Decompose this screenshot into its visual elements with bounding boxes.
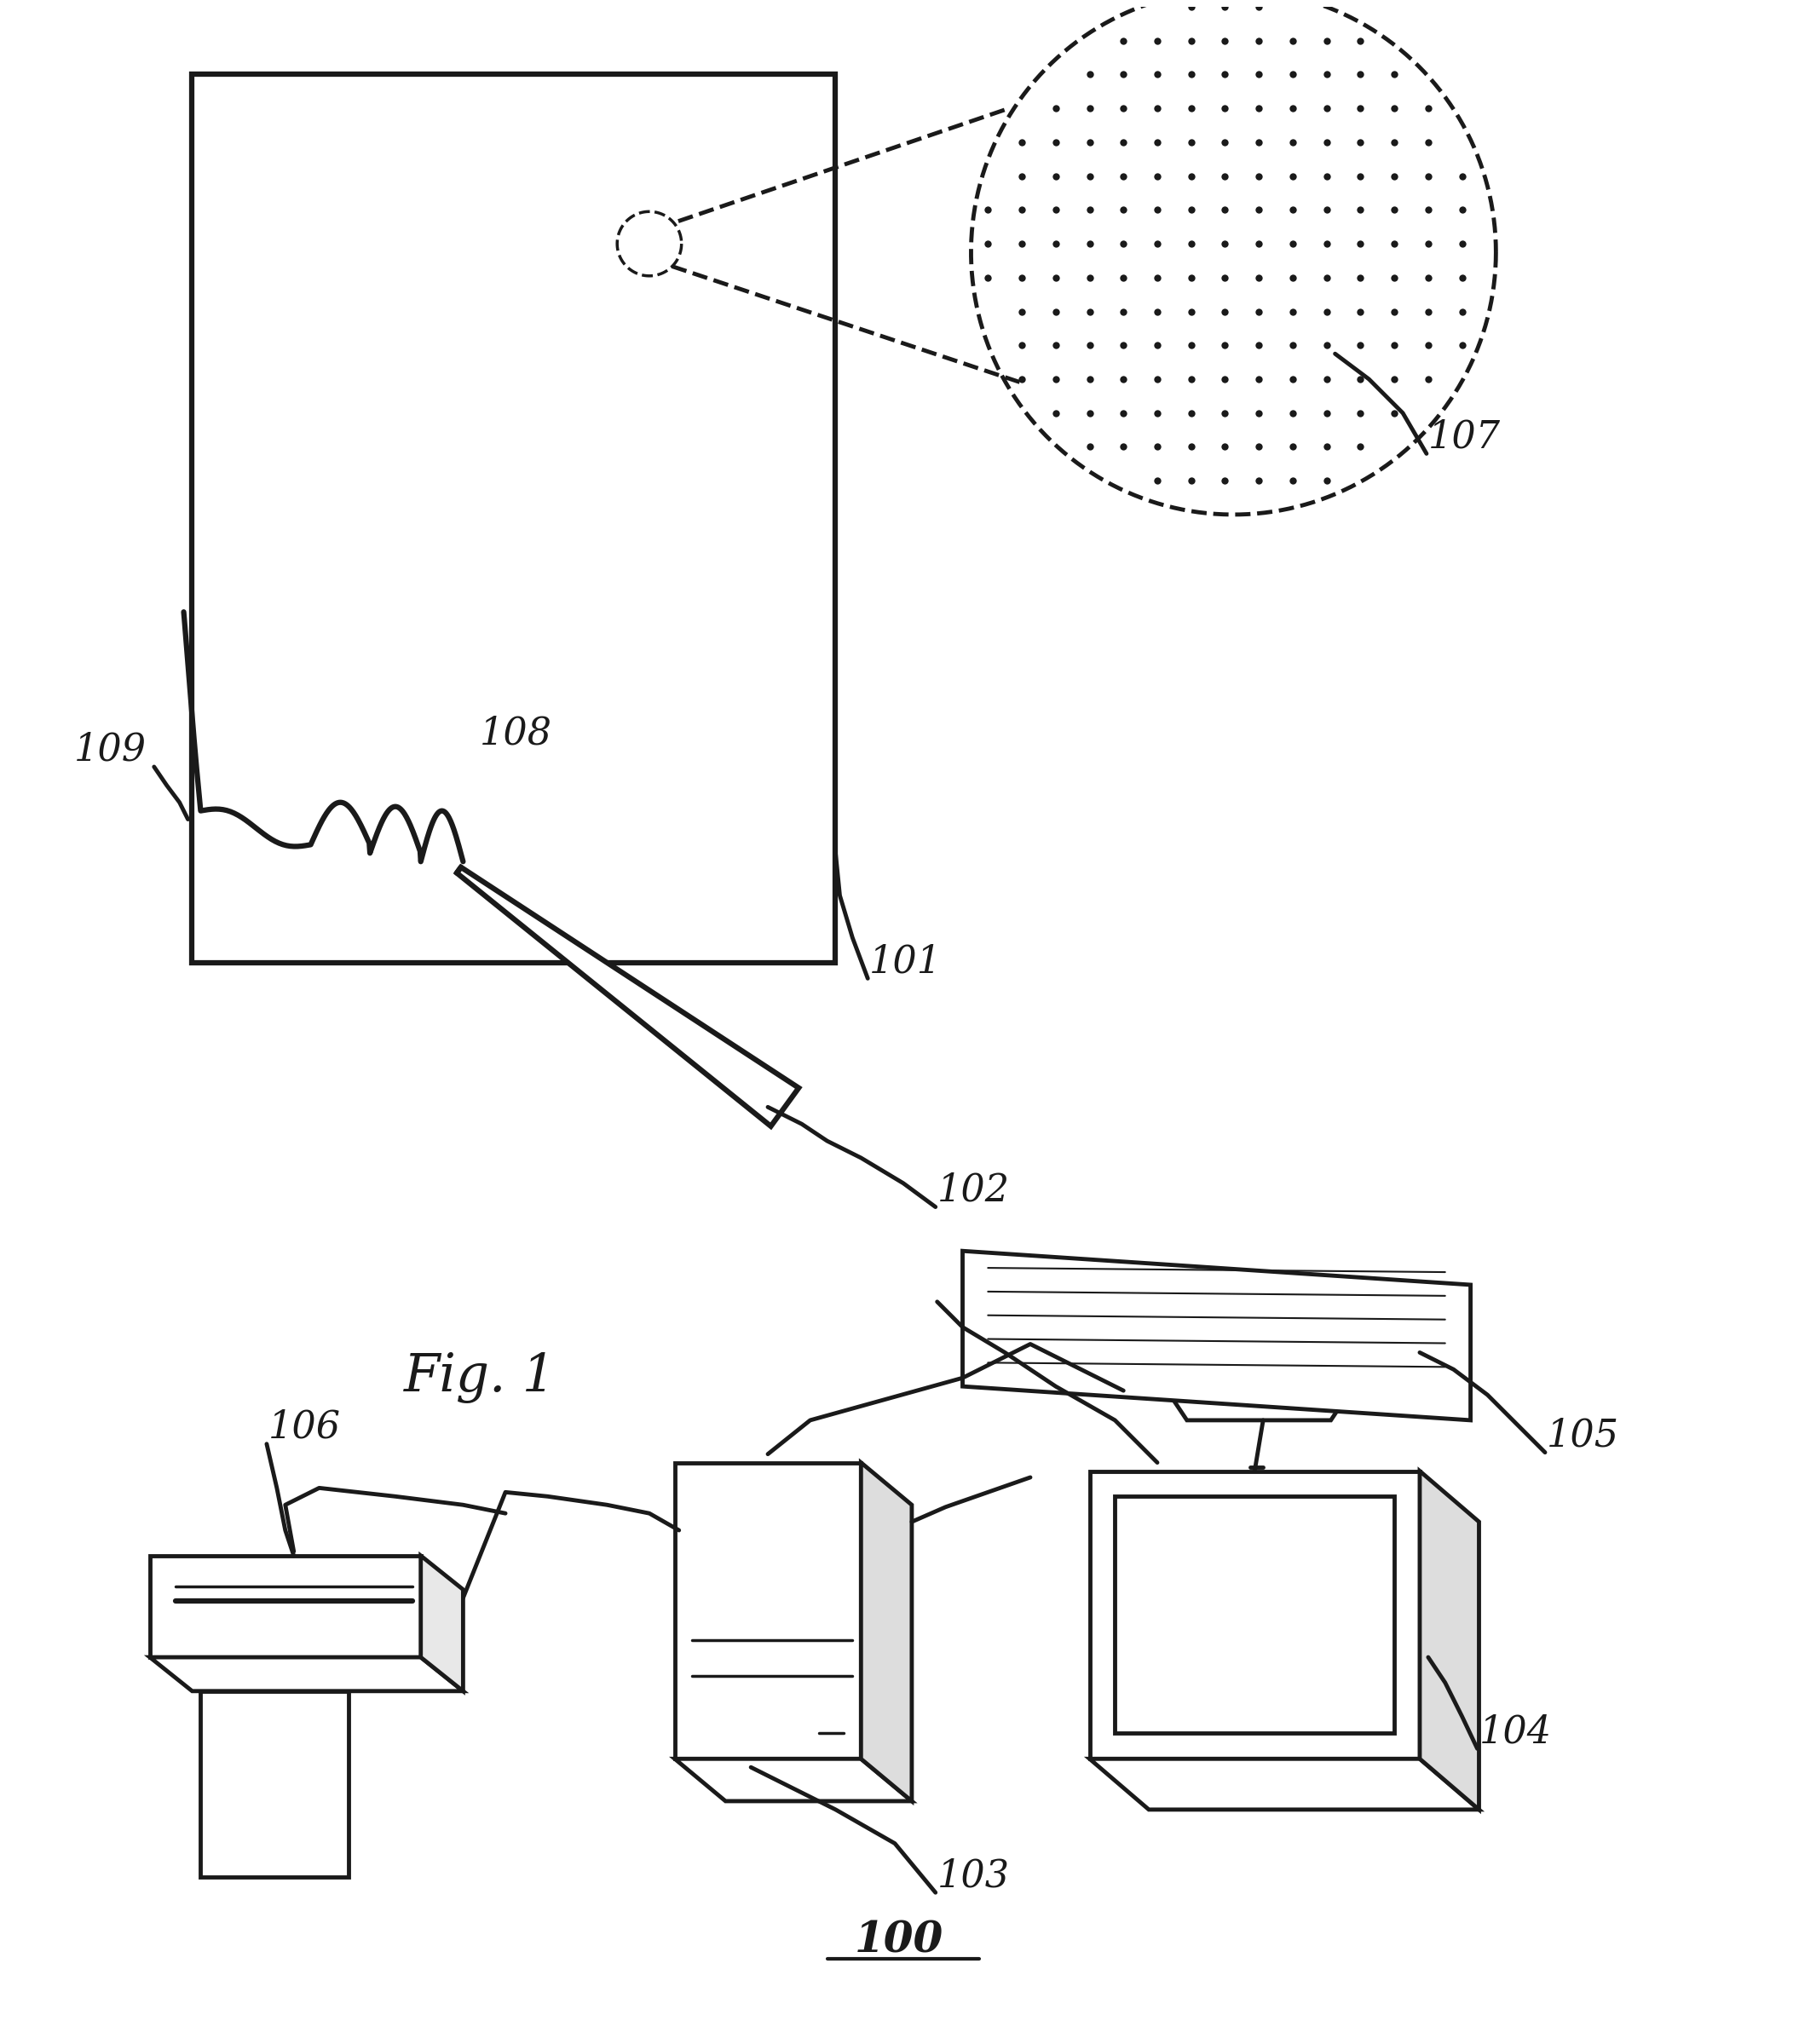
Polygon shape: [1115, 1496, 1394, 1733]
Polygon shape: [149, 1658, 462, 1690]
Polygon shape: [862, 1464, 912, 1801]
Text: 106: 106: [268, 1408, 340, 1445]
Text: Fig. 1: Fig. 1: [405, 1353, 556, 1404]
Polygon shape: [1419, 1472, 1479, 1809]
Polygon shape: [1169, 1394, 1347, 1421]
Polygon shape: [201, 1690, 349, 1876]
Polygon shape: [962, 1251, 1470, 1421]
Text: 100: 100: [855, 1919, 943, 1962]
Polygon shape: [149, 1555, 421, 1658]
Polygon shape: [1090, 1472, 1419, 1758]
Polygon shape: [421, 1555, 462, 1690]
Text: 104: 104: [1479, 1713, 1551, 1750]
Polygon shape: [192, 74, 835, 963]
Text: 107: 107: [1428, 419, 1500, 456]
Text: 108: 108: [480, 715, 552, 752]
Text: 102: 102: [937, 1171, 1009, 1208]
Polygon shape: [1090, 1758, 1479, 1809]
Polygon shape: [457, 867, 799, 1126]
Text: 101: 101: [869, 944, 943, 981]
Text: 103: 103: [937, 1858, 1009, 1895]
Polygon shape: [675, 1758, 912, 1801]
Text: 109: 109: [74, 732, 146, 769]
Polygon shape: [675, 1464, 862, 1758]
Text: 105: 105: [1547, 1416, 1619, 1453]
